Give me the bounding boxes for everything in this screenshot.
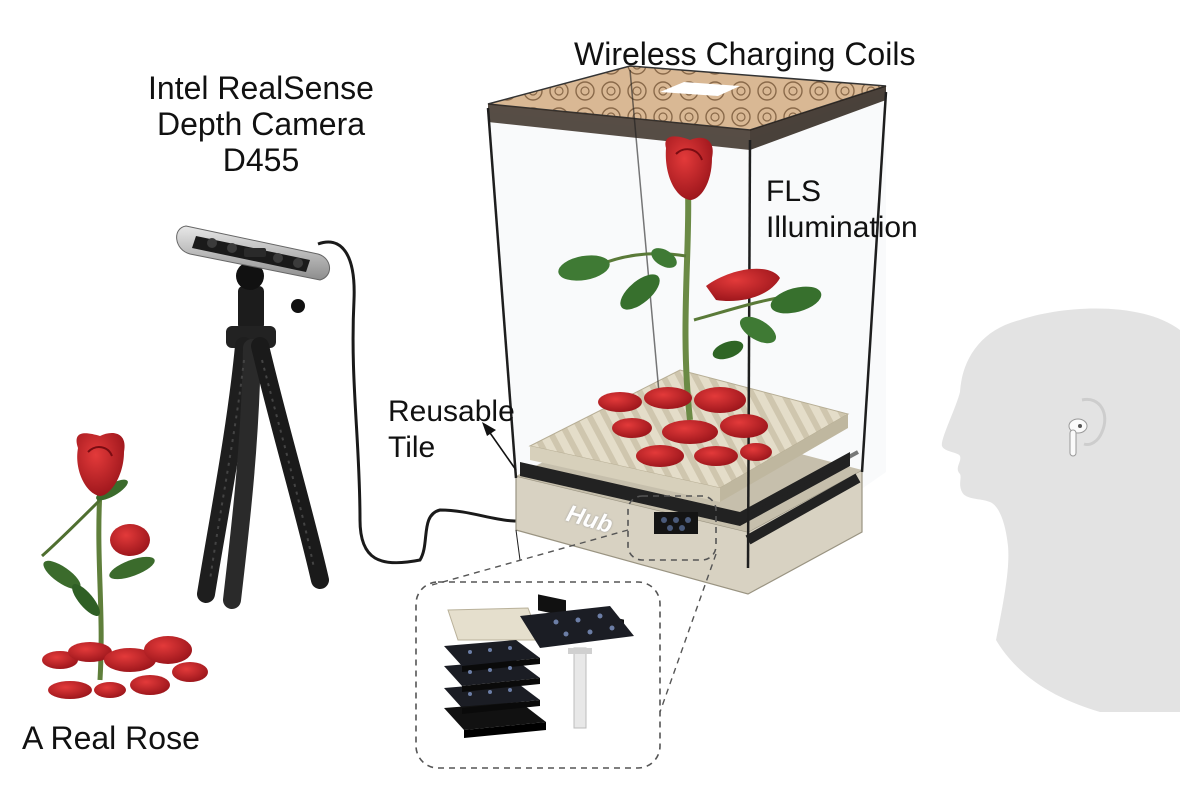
tile-callout — [415, 495, 717, 769]
tripod — [197, 262, 329, 609]
tile-arrow — [482, 422, 517, 471]
label-depth-camera: Intel RealSense Depth Camera D455 — [122, 70, 400, 178]
label-reusable-tile: Reusable Tile — [388, 394, 515, 466]
label-depth-camera-line-3: D455 — [222, 142, 300, 178]
fls-rose — [558, 136, 822, 467]
exploded-view-box — [415, 581, 661, 769]
usb-cable — [317, 240, 541, 565]
label-wireless-charging-coils: Wireless Charging Coils — [574, 36, 916, 72]
real-rose — [41, 433, 208, 699]
listener-head — [941, 308, 1180, 712]
label-fls-line-2: Illumination — [766, 211, 918, 244]
label-fls-line-1: FLS — [766, 175, 822, 208]
earbud-icon — [1068, 418, 1088, 457]
depth-camera — [176, 225, 330, 281]
label-depth-camera-line-2: Depth Camera — [156, 106, 366, 142]
label-real-rose: A Real Rose — [22, 720, 200, 756]
exploded-tile-layers — [444, 606, 634, 738]
label-fls-illumination: FLS Illumination — [766, 174, 918, 246]
label-tile-line-2: Tile — [388, 431, 436, 464]
label-tile-line-1: Reusable — [388, 395, 515, 428]
label-depth-camera-line-1: Intel RealSense — [148, 70, 374, 106]
